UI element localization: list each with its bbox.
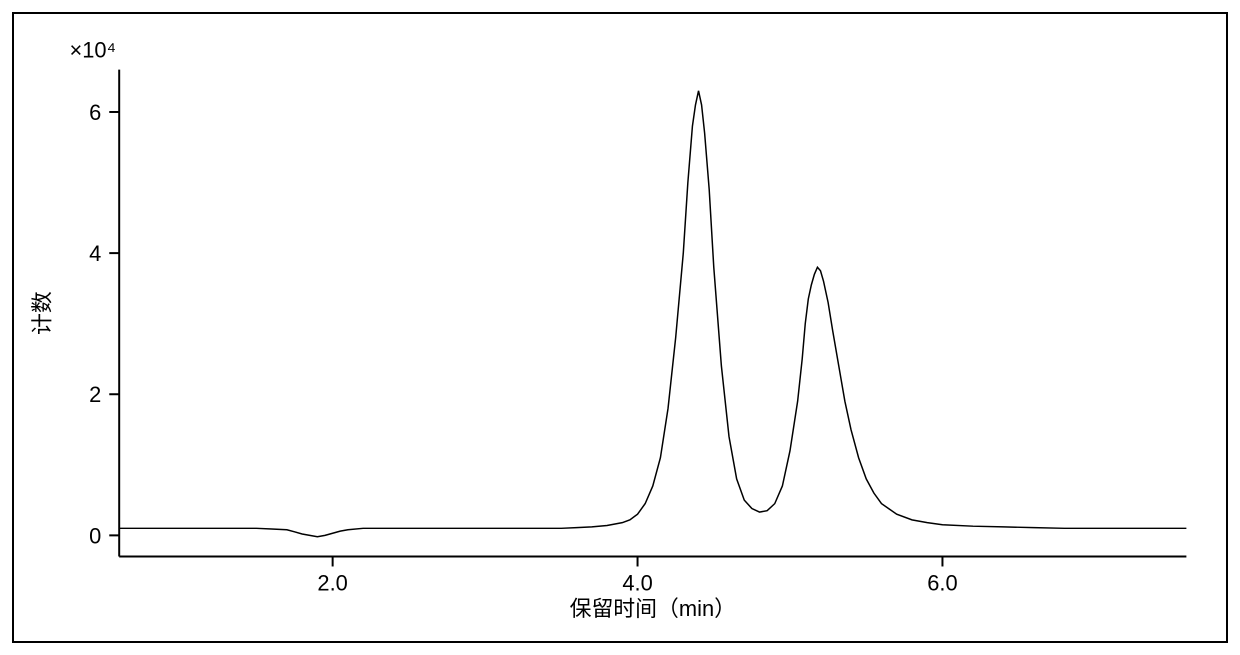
- y-tick-label: 4: [89, 241, 101, 266]
- x-tick-label: 2.0: [317, 570, 347, 595]
- chromatogram-trace: [119, 91, 1186, 537]
- y-tick-label: 0: [89, 523, 101, 548]
- x-tick-label: 6.0: [927, 570, 957, 595]
- chromatogram-chart: 2.0 4.0 6.0 0 2 4 6 ×10⁴ 计数保留时间（min）: [14, 14, 1226, 641]
- x-tick-label: 4.0: [622, 570, 652, 595]
- x-axis-label: 保留时间（min）: [570, 596, 736, 621]
- y-tick-label: 2: [89, 382, 101, 407]
- y-axis-label: 计数: [30, 291, 55, 335]
- y-exponent-label: ×10⁴: [70, 38, 116, 63]
- chart-frame: 2.0 4.0 6.0 0 2 4 6 ×10⁴ 计数保留时间（min）: [12, 12, 1228, 643]
- y-tick-label: 6: [89, 100, 101, 125]
